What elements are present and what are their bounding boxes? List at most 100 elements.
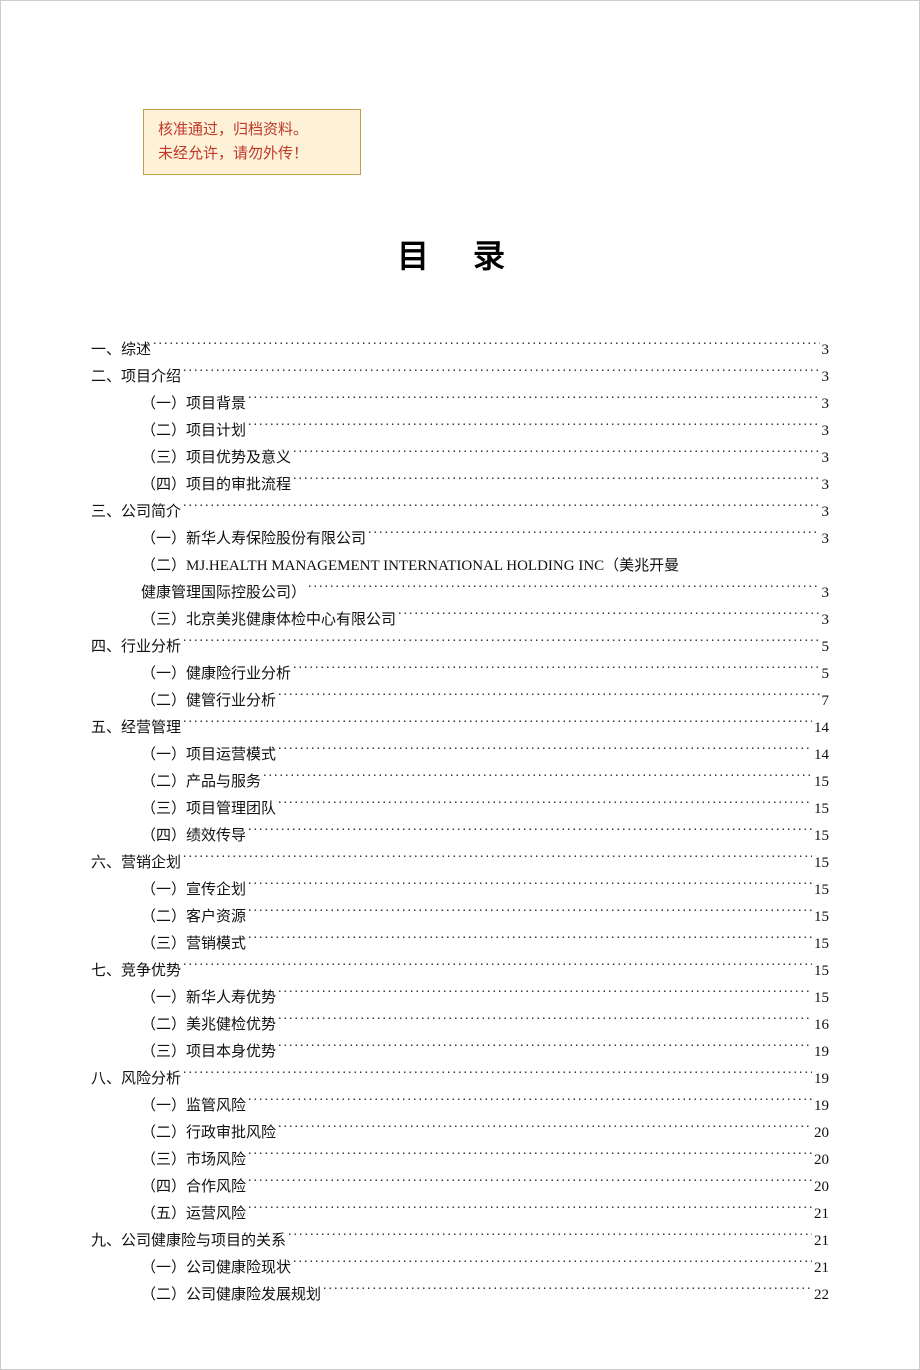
toc-row: （三）市场风险20: [91, 1147, 829, 1173]
toc-row: （一）新华人寿保险股份有限公司3: [91, 526, 829, 552]
toc-row: （二）美兆健检优势16: [91, 1012, 829, 1038]
toc-entry-label: （三）项目优势及意义: [141, 445, 291, 471]
toc-row: 健康管理国际控股公司） 3: [91, 580, 829, 606]
toc-leader-dots: [248, 420, 819, 435]
toc-entry-page: 21: [814, 1255, 829, 1281]
toc-row: （三）项目管理团队15: [91, 796, 829, 822]
toc-entry-label: （一）公司健康险现状: [141, 1255, 291, 1281]
toc-row: 四、行业分析 5: [91, 634, 829, 660]
toc-row: （二）产品与服务15: [91, 769, 829, 795]
toc-row: （一）项目背景3: [91, 391, 829, 417]
toc-leader-dots: [293, 1257, 812, 1272]
toc-row: （一）监管风险19: [91, 1093, 829, 1119]
toc-entry-page: 7: [822, 688, 830, 714]
toc-leader-dots: [248, 1149, 812, 1164]
toc-leader-dots: [183, 717, 812, 732]
toc-row: （二）公司健康险发展规划22: [91, 1282, 829, 1308]
toc-leader-dots: [248, 1203, 812, 1218]
toc-entry-page: 3: [822, 337, 830, 363]
toc-entry-page: 15: [814, 931, 829, 957]
approval-stamp: 核准通过，归档资料。 未经允许，请勿外传！: [143, 109, 361, 175]
toc-row: （二）健管行业分析7: [91, 688, 829, 714]
toc-leader-dots: [278, 798, 812, 813]
toc-row: （二）MJ.HEALTH MANAGEMENT INTERNATIONAL HO…: [91, 553, 829, 579]
toc-entry-page: 3: [822, 364, 830, 390]
toc-entry-label: 八、风险分析: [91, 1066, 181, 1092]
toc-leader-dots: [248, 1176, 812, 1191]
toc-entry-page: 21: [814, 1228, 829, 1254]
toc-leader-dots: [293, 447, 819, 462]
toc-entry-label: 七、竞争优势: [91, 958, 181, 984]
toc-entry-label: （一）项目运营模式: [141, 742, 276, 768]
toc-row: （三）北京美兆健康体检中心有限公司3: [91, 607, 829, 633]
toc-entry-label: （四）合作风险: [141, 1174, 246, 1200]
toc-leader-dots: [308, 582, 819, 597]
toc-entry-label: （三）项目本身优势: [141, 1039, 276, 1065]
toc-entry-page: 15: [814, 877, 829, 903]
toc-entry-page: 3: [822, 580, 830, 606]
toc-entry-label: 一、综述: [91, 337, 151, 363]
toc-leader-dots: [248, 1095, 812, 1110]
toc-row: （一）新华人寿优势 15: [91, 985, 829, 1011]
toc-entry-label: （四）项目的审批流程: [141, 472, 291, 498]
toc-entry-page: 19: [814, 1093, 829, 1119]
toc-entry-label: 五、经营管理: [91, 715, 181, 741]
toc-row: 七、竞争优势 15: [91, 958, 829, 984]
toc-leader-dots: [183, 501, 819, 516]
toc-leader-dots: [278, 987, 812, 1002]
toc-leader-dots: [248, 393, 819, 408]
toc-entry-page: 5: [822, 634, 830, 660]
toc-row: 八、风险分析 19: [91, 1066, 829, 1092]
toc-leader-dots: [248, 879, 812, 894]
toc-row: 三、公司简介3: [91, 499, 829, 525]
toc-leader-dots: [398, 609, 819, 624]
toc-leader-dots: [278, 1014, 812, 1029]
toc-leader-dots: [323, 1284, 812, 1299]
toc-row: 二、项目介绍3: [91, 364, 829, 390]
toc-entry-page: 15: [814, 796, 829, 822]
toc-leader-dots: [183, 852, 812, 867]
toc-row: （四）合作风险20: [91, 1174, 829, 1200]
toc-leader-dots: [293, 474, 819, 489]
toc-entry-page: 3: [822, 472, 830, 498]
toc-entry-page: 14: [814, 715, 829, 741]
toc-row: （一）项目运营模式 14: [91, 742, 829, 768]
toc-entry-page: 3: [822, 445, 830, 471]
toc-row: （四）绩效传导15: [91, 823, 829, 849]
toc-entry-page: 15: [814, 904, 829, 930]
toc-entry-label: （二）项目计划: [141, 418, 246, 444]
toc-title: 目 录: [91, 231, 829, 277]
toc-entry-label: 九、公司健康险与项目的关系: [91, 1228, 286, 1254]
toc-entry-page: 3: [822, 607, 830, 633]
toc-entry-page: 20: [814, 1147, 829, 1173]
toc-leader-dots: [183, 960, 812, 975]
toc-entry-page: 19: [814, 1039, 829, 1065]
toc-row: （一）健康险行业分析 5: [91, 661, 829, 687]
toc-row: （三）项目优势及意义 3: [91, 445, 829, 471]
toc-leader-dots: [263, 771, 812, 786]
toc-entry-label: （一）健康险行业分析: [141, 661, 291, 687]
toc-leader-dots: [153, 339, 819, 354]
toc-entry-page: 14: [814, 742, 829, 768]
toc-entry-label: 健康管理国际控股公司）: [141, 580, 306, 606]
toc-entry-page: 15: [814, 958, 829, 984]
toc-leader-dots: [278, 744, 812, 759]
toc-entry-label: （一）新华人寿优势: [141, 985, 276, 1011]
toc-row: （一）公司健康险现状 21: [91, 1255, 829, 1281]
toc-entry-label: （二）公司健康险发展规划: [141, 1282, 321, 1308]
toc-entry-page: 5: [822, 661, 830, 687]
toc-entry-label: 四、行业分析: [91, 634, 181, 660]
toc-row: （三）项目本身优势 19: [91, 1039, 829, 1065]
stamp-line-2: 未经允许，请勿外传！: [158, 142, 346, 166]
toc-leader-dots: [248, 825, 812, 840]
toc-entry-label: （五）运营风险: [141, 1201, 246, 1227]
stamp-line-1: 核准通过，归档资料。: [158, 118, 346, 142]
toc-leader-dots: [248, 906, 812, 921]
toc-entry-page: 15: [814, 985, 829, 1011]
toc-entry-label: （二）客户资源: [141, 904, 246, 930]
toc-entry-page: 19: [814, 1066, 829, 1092]
toc-row: 九、公司健康险与项目的关系 21: [91, 1228, 829, 1254]
toc-row: 五、经营管理 14: [91, 715, 829, 741]
toc-entry-page: 3: [822, 418, 830, 444]
toc-entry-label: （三）营销模式: [141, 931, 246, 957]
